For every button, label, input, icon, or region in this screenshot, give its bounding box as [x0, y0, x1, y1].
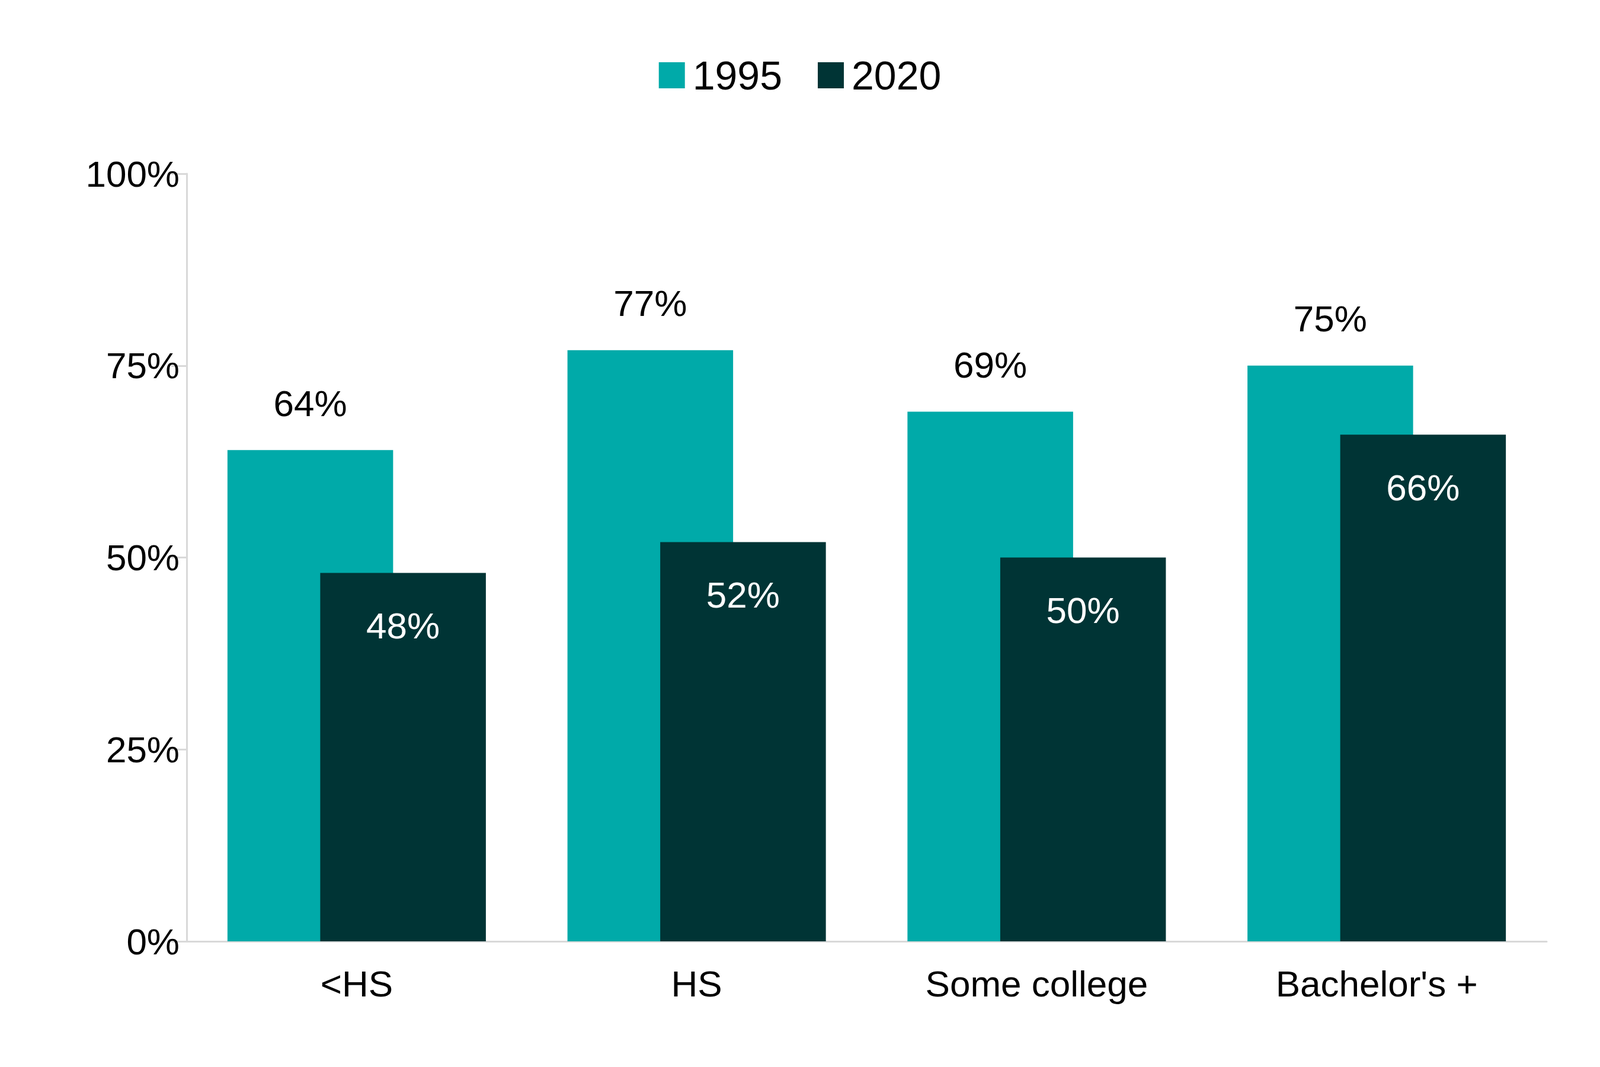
- svg-text:<HS: <HS: [320, 962, 393, 1004]
- svg-text:52%: 52%: [706, 574, 780, 616]
- svg-text:Some college: Some college: [925, 962, 1149, 1004]
- svg-text:75%: 75%: [106, 344, 180, 386]
- svg-text:2020: 2020: [851, 52, 942, 98]
- svg-text:0%: 0%: [126, 920, 180, 962]
- svg-text:100%: 100%: [85, 153, 180, 195]
- svg-text:HS: HS: [671, 962, 723, 1004]
- svg-text:50%: 50%: [1046, 589, 1120, 631]
- svg-text:Bachelor's +: Bachelor's +: [1275, 962, 1478, 1004]
- svg-text:77%: 77%: [613, 282, 687, 324]
- svg-text:69%: 69%: [953, 344, 1027, 386]
- svg-text:64%: 64%: [273, 382, 348, 424]
- svg-text:25%: 25%: [106, 728, 180, 770]
- svg-text:48%: 48%: [366, 605, 440, 646]
- svg-text:1995: 1995: [692, 52, 783, 98]
- svg-text:50%: 50%: [106, 536, 180, 578]
- svg-text:66%: 66%: [1386, 466, 1460, 508]
- svg-text:75%: 75%: [1293, 298, 1368, 339]
